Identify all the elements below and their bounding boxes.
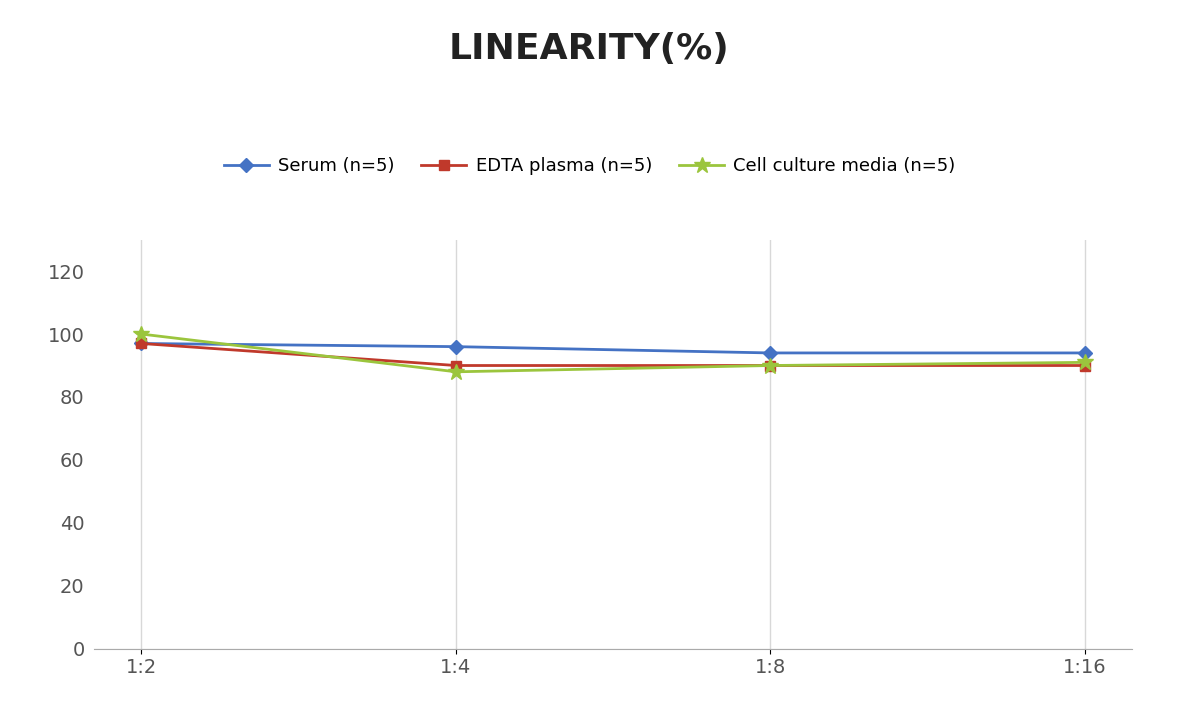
Cell culture media (n=5) — [763, 361, 777, 369]
Legend: Serum (n=5), EDTA plasma (n=5), Cell culture media (n=5): Serum (n=5), EDTA plasma (n=5), Cell cul… — [217, 150, 962, 183]
EDTA plasma (n=5) — [763, 361, 777, 369]
EDTA plasma (n=5) — [1078, 361, 1092, 369]
EDTA plasma (n=5) — [449, 361, 463, 369]
Line: Cell culture media (n=5): Cell culture media (n=5) — [133, 326, 1093, 380]
Cell culture media (n=5) — [1078, 358, 1092, 367]
Serum (n=5) — [1078, 349, 1092, 357]
Serum (n=5) — [763, 349, 777, 357]
Serum (n=5) — [134, 339, 149, 348]
Line: Serum (n=5): Serum (n=5) — [137, 338, 1089, 358]
Line: EDTA plasma (n=5): EDTA plasma (n=5) — [137, 338, 1089, 370]
EDTA plasma (n=5) — [134, 339, 149, 348]
Cell culture media (n=5) — [134, 330, 149, 338]
Cell culture media (n=5) — [449, 367, 463, 376]
Serum (n=5) — [449, 343, 463, 351]
Text: LINEARITY(%): LINEARITY(%) — [449, 32, 730, 66]
